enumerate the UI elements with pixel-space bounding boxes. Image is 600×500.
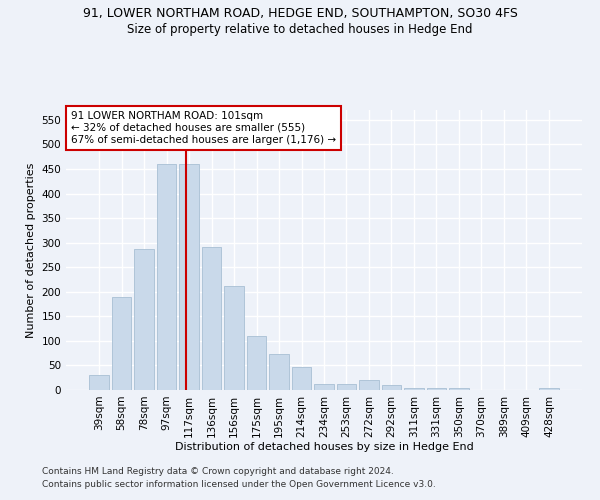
Bar [292, 367, 311, 390]
Bar [202, 246, 221, 390]
Bar [382, 385, 401, 390]
Bar [247, 336, 266, 390]
Text: Distribution of detached houses by size in Hedge End: Distribution of detached houses by size … [175, 442, 473, 452]
Text: Contains public sector information licensed under the Open Government Licence v3: Contains public sector information licen… [42, 480, 436, 489]
Text: 91 LOWER NORTHAM ROAD: 101sqm
← 32% of detached houses are smaller (555)
67% of : 91 LOWER NORTHAM ROAD: 101sqm ← 32% of d… [71, 112, 336, 144]
Bar [89, 376, 109, 390]
Bar [449, 388, 469, 390]
Bar [112, 296, 131, 390]
Bar [179, 164, 199, 390]
Bar [314, 384, 334, 390]
Text: Size of property relative to detached houses in Hedge End: Size of property relative to detached ho… [127, 22, 473, 36]
Bar [427, 388, 446, 390]
Bar [269, 354, 289, 390]
Bar [134, 248, 154, 390]
Bar [404, 388, 424, 390]
Bar [224, 286, 244, 390]
Text: Contains HM Land Registry data © Crown copyright and database right 2024.: Contains HM Land Registry data © Crown c… [42, 467, 394, 476]
Text: 91, LOWER NORTHAM ROAD, HEDGE END, SOUTHAMPTON, SO30 4FS: 91, LOWER NORTHAM ROAD, HEDGE END, SOUTH… [83, 8, 517, 20]
Bar [359, 380, 379, 390]
Bar [337, 384, 356, 390]
Y-axis label: Number of detached properties: Number of detached properties [26, 162, 36, 338]
Bar [157, 164, 176, 390]
Bar [539, 388, 559, 390]
